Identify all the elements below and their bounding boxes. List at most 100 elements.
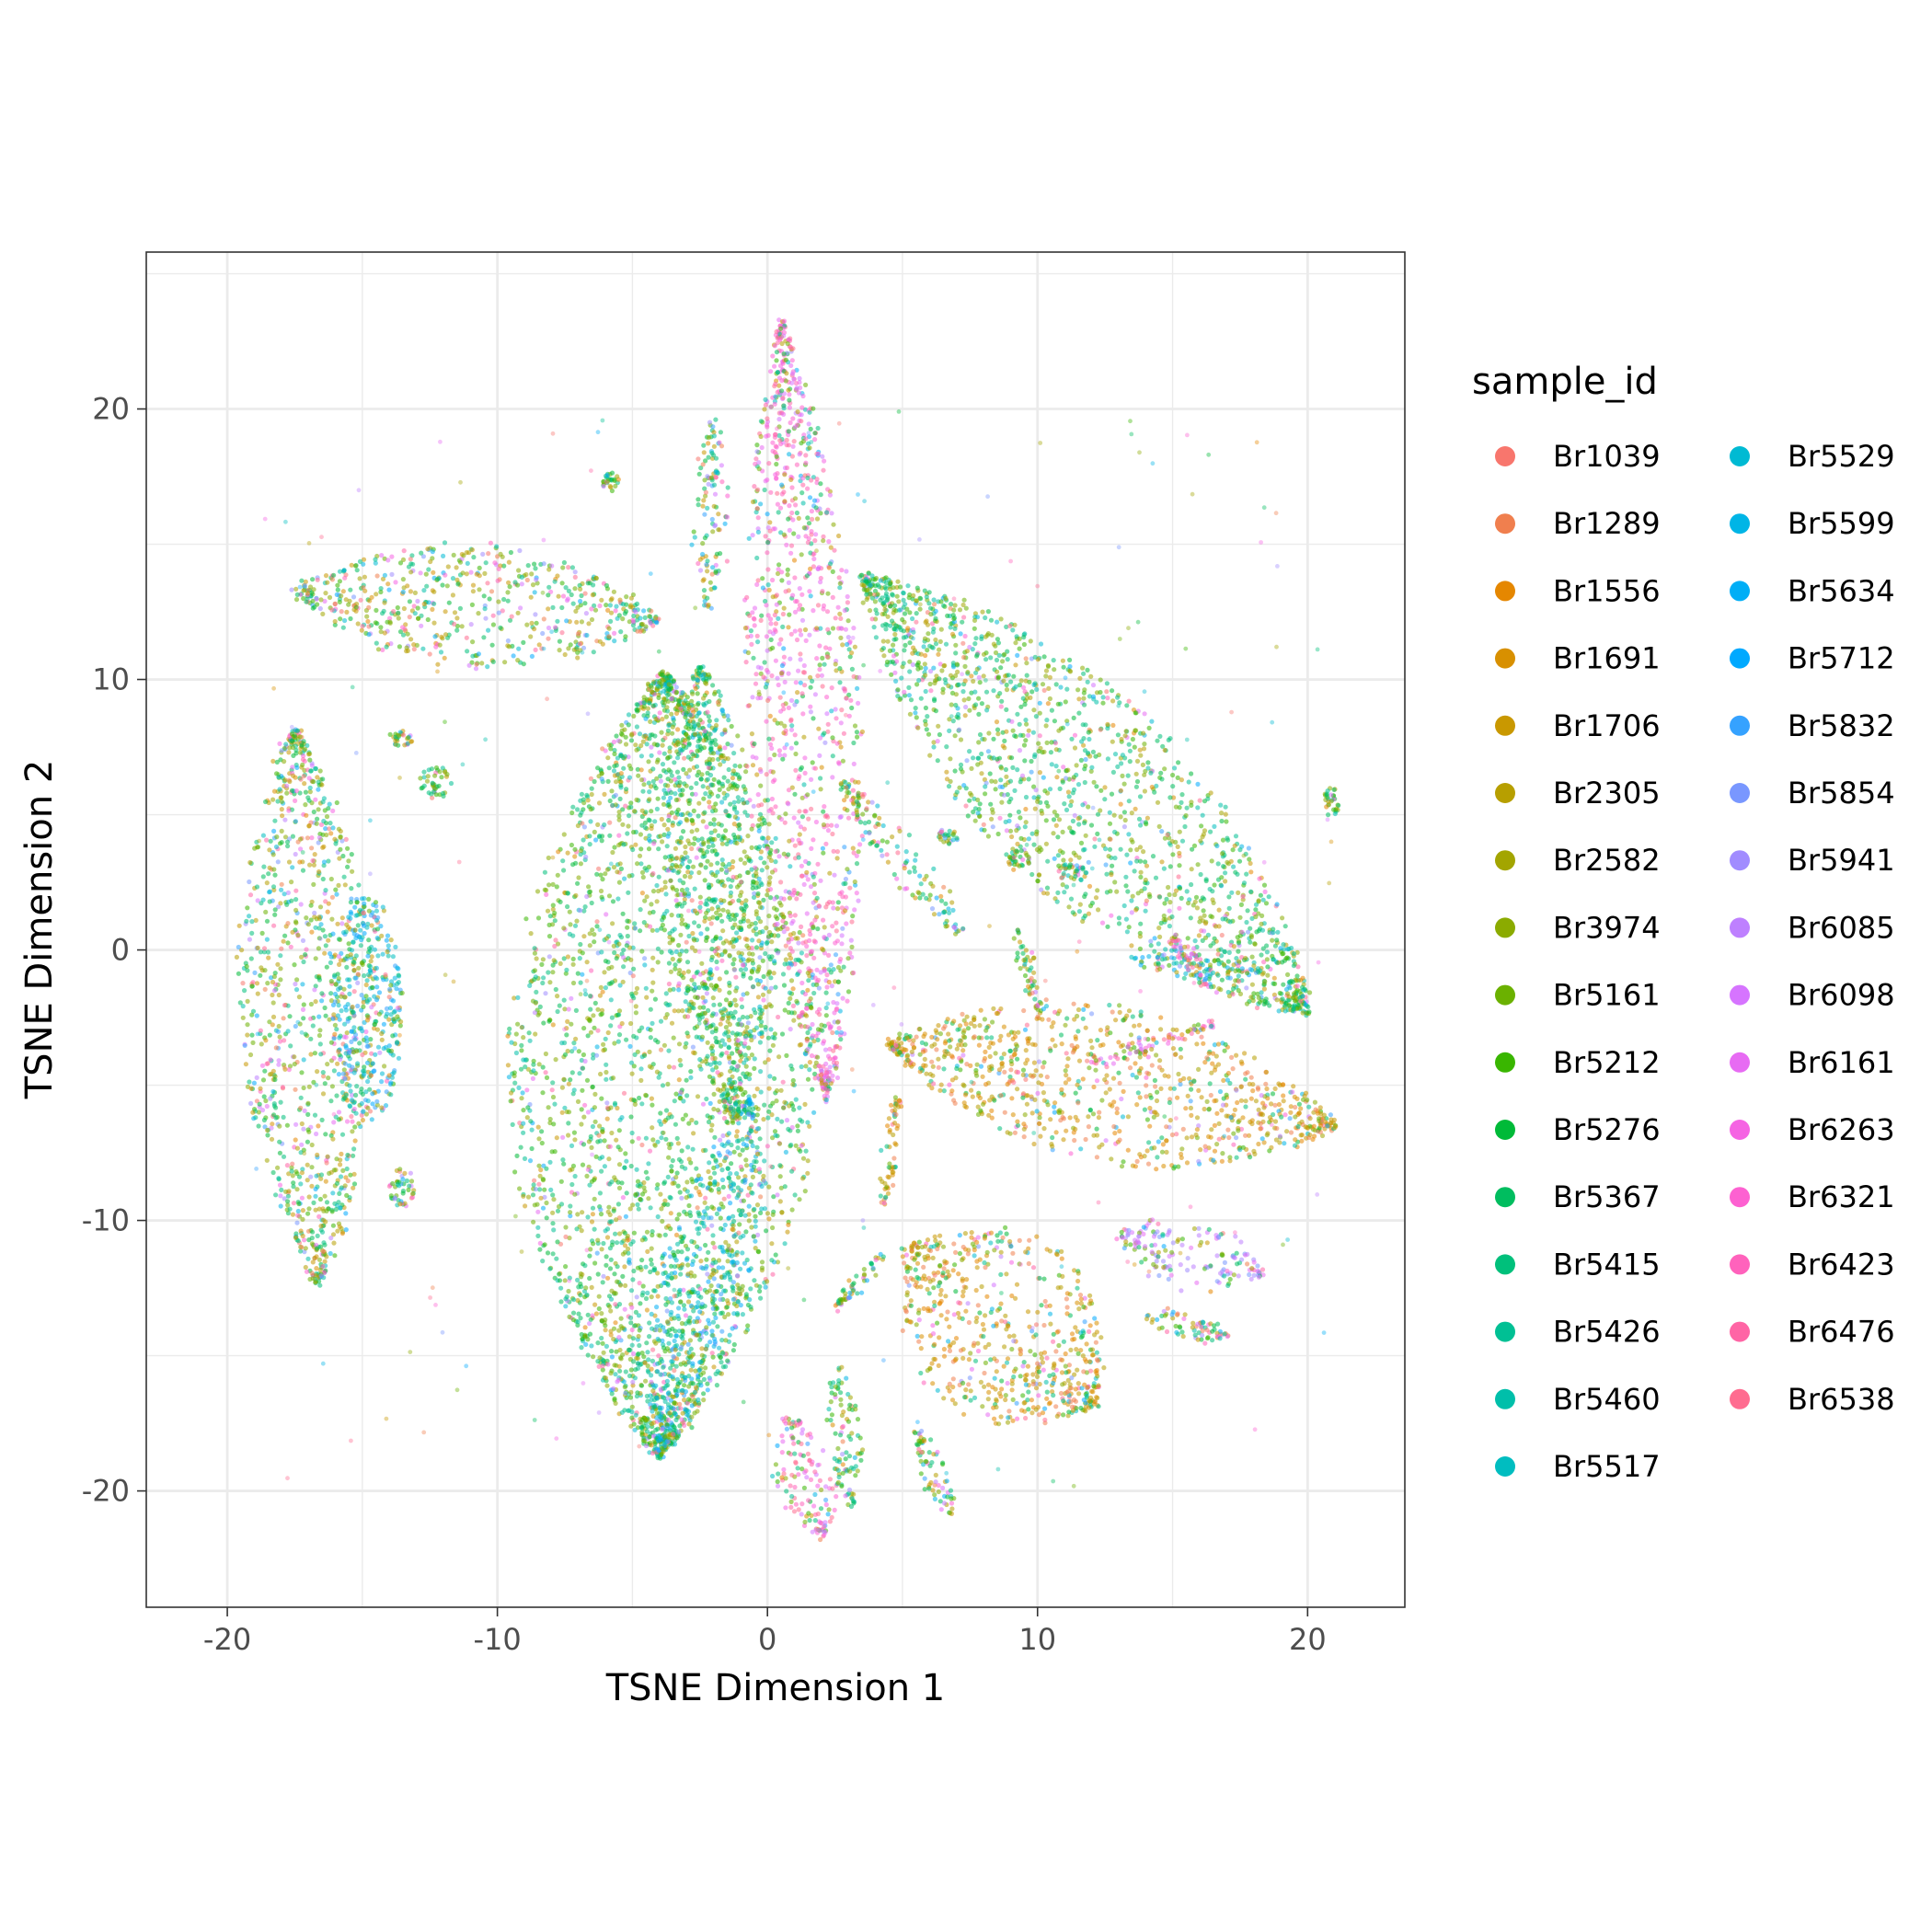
data-point (431, 601, 437, 606)
data-point (293, 897, 299, 903)
data-point (352, 1124, 358, 1130)
data-point (500, 608, 505, 614)
data-point (673, 845, 679, 851)
data-point (731, 822, 737, 827)
data-point (294, 1220, 300, 1225)
data-point (535, 1233, 541, 1238)
data-point (624, 594, 629, 600)
data-point (303, 579, 308, 585)
data-point (788, 1142, 794, 1148)
data-point (606, 626, 612, 631)
data-point (261, 949, 267, 955)
data-point (566, 646, 571, 651)
data-point (572, 846, 578, 852)
data-point (579, 1228, 584, 1234)
data-point (339, 1151, 344, 1156)
data-point (597, 834, 603, 839)
data-point (313, 1280, 318, 1285)
data-point (770, 1271, 776, 1277)
data-point (353, 953, 359, 959)
data-point (382, 1064, 387, 1069)
data-point (360, 1117, 365, 1123)
data-point (665, 692, 671, 698)
data-point (316, 1257, 322, 1262)
data-point (334, 1180, 340, 1186)
data-point (701, 840, 707, 845)
data-point (768, 1027, 774, 1032)
data-point (641, 1052, 648, 1058)
data-point (288, 1043, 293, 1049)
data-point (529, 620, 535, 627)
data-point (637, 1281, 642, 1286)
data-point (538, 1167, 544, 1173)
data-point (580, 1087, 585, 1093)
data-point (275, 859, 281, 865)
data-point (317, 605, 323, 612)
data-point (338, 958, 343, 963)
data-point (530, 1075, 536, 1081)
data-point (589, 616, 595, 623)
data-point (320, 876, 326, 882)
data-point (746, 1218, 752, 1224)
data-point (309, 1241, 315, 1247)
data-point (495, 578, 500, 583)
data-point (270, 979, 276, 985)
data-point (669, 865, 674, 871)
data-point (352, 1037, 358, 1042)
data-point (365, 953, 371, 959)
data-point (546, 584, 552, 590)
data-point (285, 890, 291, 896)
data-point (710, 1240, 716, 1246)
data-point (652, 733, 658, 739)
data-point (286, 808, 292, 813)
data-point (354, 900, 360, 905)
data-point (630, 622, 637, 628)
data-point (611, 1386, 616, 1391)
data-point (542, 869, 548, 875)
data-point (761, 997, 766, 1003)
data-point (248, 1086, 254, 1091)
data-point (707, 1115, 713, 1121)
data-point (316, 975, 322, 981)
data-point (660, 922, 666, 928)
data-point (655, 1426, 661, 1432)
data-point (542, 1242, 547, 1248)
data-point (364, 978, 370, 983)
data-point (550, 1210, 556, 1215)
data-point (663, 891, 669, 897)
data-point (741, 1198, 747, 1203)
data-point (770, 1212, 776, 1217)
data-point (342, 1183, 348, 1189)
data-point (650, 967, 655, 972)
data-point (307, 785, 313, 791)
data-point (552, 943, 558, 949)
data-point (255, 845, 261, 850)
data-point (587, 1275, 592, 1282)
data-point (351, 1070, 357, 1075)
data-point (273, 1045, 279, 1051)
data-point (293, 798, 298, 804)
data-point (507, 584, 512, 590)
data-point (346, 858, 351, 864)
data-point (638, 615, 643, 621)
data-point (558, 1285, 564, 1291)
data-point (247, 1079, 252, 1085)
data-point (298, 1095, 304, 1100)
data-point (598, 984, 604, 990)
data-point (692, 835, 697, 842)
data-point (542, 887, 547, 892)
data-point (401, 605, 407, 612)
data-point (382, 630, 387, 636)
data-point (575, 1297, 581, 1304)
data-point (578, 1271, 583, 1277)
data-point (670, 724, 675, 730)
data-point (351, 1171, 357, 1177)
data-point (650, 1347, 656, 1352)
data-point (529, 1127, 535, 1133)
data-point (312, 1051, 317, 1056)
data-point (622, 727, 627, 732)
data-point (689, 1238, 695, 1244)
data-point (327, 801, 332, 807)
data-point (272, 818, 278, 823)
data-point (643, 985, 649, 991)
